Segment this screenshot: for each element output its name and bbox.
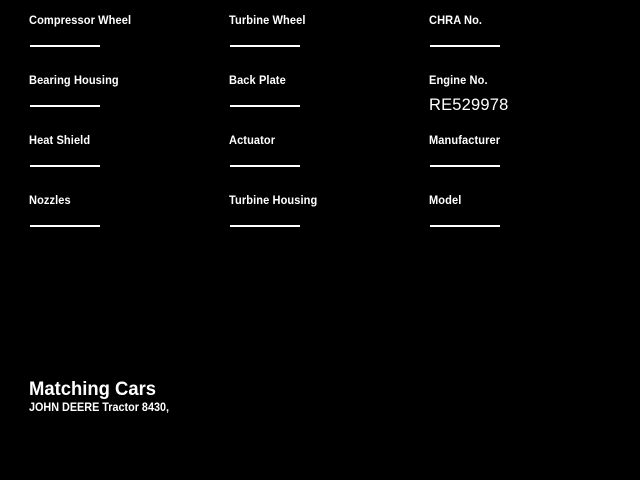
- matching-cars-list: JOHN DEERE Tractor 8430,: [29, 402, 169, 414]
- spec-field-actuator: Actuator: [229, 131, 429, 191]
- spec-field-model: Model: [429, 191, 611, 251]
- spec-field-value-engine-no: RE529978: [429, 95, 509, 114]
- spec-field-rule: [230, 165, 300, 167]
- spec-field-turbine-housing: Turbine Housing: [229, 191, 429, 251]
- spec-field-rule: [30, 225, 100, 227]
- spec-field-rule: [30, 105, 100, 107]
- spec-field-manufacturer: Manufacturer: [429, 131, 611, 191]
- spec-field-bearing-housing: Bearing Housing: [29, 71, 229, 131]
- spec-field-heat-shield: Heat Shield: [29, 131, 229, 191]
- spec-field-chra-no: CHRA No.: [429, 11, 611, 71]
- spec-field-rule: [430, 45, 500, 47]
- spec-field-grid: Compressor Wheel Turbine Wheel CHRA No. …: [29, 11, 611, 251]
- matching-cars-section: Matching Cars JOHN DEERE Tractor 8430,: [29, 379, 589, 415]
- spec-field-compressor-wheel: Compressor Wheel: [29, 11, 229, 71]
- spec-field-label: Nozzles: [29, 195, 71, 207]
- spec-field-turbine-wheel: Turbine Wheel: [229, 11, 429, 71]
- spec-field-rule: [430, 165, 500, 167]
- spec-field-label: CHRA No.: [429, 15, 483, 27]
- spec-field-label: Turbine Wheel: [229, 15, 306, 27]
- spec-field-rule: [430, 225, 500, 227]
- matching-cars-title: Matching Cars: [29, 379, 156, 400]
- spec-field-rule: [230, 45, 300, 47]
- spec-field-engine-no: Engine No. RE529978: [429, 71, 611, 131]
- spec-field-label: Engine No.: [429, 75, 488, 87]
- spec-field-label: Compressor Wheel: [29, 15, 132, 27]
- spec-field-label: Manufacturer: [429, 135, 501, 147]
- spec-field-rule: [30, 45, 100, 47]
- spec-field-label: Model: [429, 195, 462, 207]
- spec-field-rule: [230, 225, 300, 227]
- spec-field-label: Back Plate: [229, 75, 286, 87]
- spec-field-label: Turbine Housing: [229, 195, 318, 207]
- spec-field-nozzles: Nozzles: [29, 191, 229, 251]
- spec-field-back-plate: Back Plate: [229, 71, 429, 131]
- spec-field-rule: [230, 105, 300, 107]
- spec-field-rule: [30, 165, 100, 167]
- spec-field-label: Bearing Housing: [29, 75, 119, 87]
- spec-field-label: Heat Shield: [29, 135, 91, 147]
- spec-field-label: Actuator: [229, 135, 276, 147]
